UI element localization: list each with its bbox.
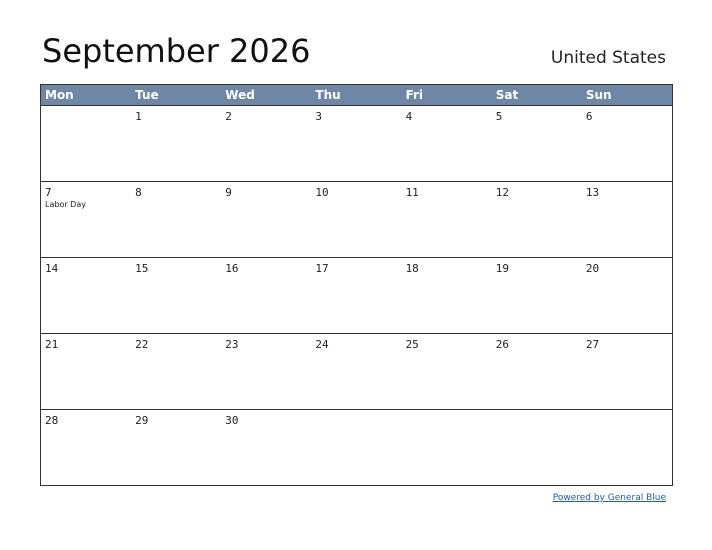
day-number: 30 bbox=[225, 414, 239, 427]
day-number: 25 bbox=[405, 338, 419, 351]
day-number: 11 bbox=[405, 186, 419, 199]
day-number: 29 bbox=[135, 414, 149, 427]
country: United States bbox=[550, 48, 666, 68]
day-number: 20 bbox=[585, 262, 600, 275]
week-row: 7 Labor Day 8 9 10 11 12 13 bbox=[41, 181, 672, 257]
day-number: 5 bbox=[495, 110, 503, 123]
weekday: Thu bbox=[315, 88, 341, 102]
day-number: 24 bbox=[315, 338, 329, 351]
week-row: 14 15 16 17 18 19 20 bbox=[41, 257, 672, 333]
day-number: 18 bbox=[405, 262, 419, 275]
day-number: 19 bbox=[495, 262, 509, 275]
day-number: 2 bbox=[225, 110, 232, 123]
day-number: 26 bbox=[495, 338, 509, 351]
day-number: 22 bbox=[135, 338, 149, 351]
day-number: 12 bbox=[495, 186, 509, 199]
day-number: 6 bbox=[585, 110, 593, 123]
day-number: 13 bbox=[585, 186, 600, 199]
day-number: 14 bbox=[45, 262, 59, 275]
day-number: 3 bbox=[315, 110, 323, 123]
day-number: 16 bbox=[225, 262, 239, 275]
day-number: 8 bbox=[135, 186, 142, 199]
calendar: Mon Tue Wed Thu Fri Sat Sun 1 2 3 4 5 6 7 Labor Day 8 9… bbox=[40, 84, 673, 486]
day-number: 23 bbox=[225, 338, 239, 351]
week-row: 28 29 30 bbox=[41, 409, 672, 485]
week-row: 1 2 3 4 5 6 bbox=[41, 105, 672, 181]
day-number: 17 bbox=[315, 262, 329, 275]
week-row: 21 22 23 24 25 26 27 bbox=[41, 333, 672, 409]
day-number: 21 bbox=[45, 338, 59, 351]
weekday-header: Mon Tue Wed Thu Fri Sat Sun bbox=[41, 85, 672, 105]
day-number: 28 bbox=[45, 414, 59, 427]
day-number: 9 bbox=[225, 186, 232, 199]
weekday: Wed bbox=[225, 88, 255, 102]
day-number: 4 bbox=[405, 110, 413, 123]
weekday: Fri bbox=[405, 88, 424, 102]
weekday: Sun bbox=[585, 88, 612, 102]
weekday: Tue bbox=[135, 88, 159, 102]
weekday: Mon bbox=[45, 88, 74, 102]
day-number: 27 bbox=[585, 338, 600, 351]
title: September 2026 bbox=[42, 32, 311, 70]
day-number: 15 bbox=[135, 262, 149, 275]
day-number: 10 bbox=[315, 186, 329, 199]
day-number: 7 bbox=[45, 186, 52, 199]
footer-link[interactable]: Powered by General Blue bbox=[552, 493, 666, 503]
weekday: Sat bbox=[495, 88, 519, 102]
holiday: Labor Day bbox=[45, 200, 86, 209]
day-number: 1 bbox=[135, 110, 142, 123]
